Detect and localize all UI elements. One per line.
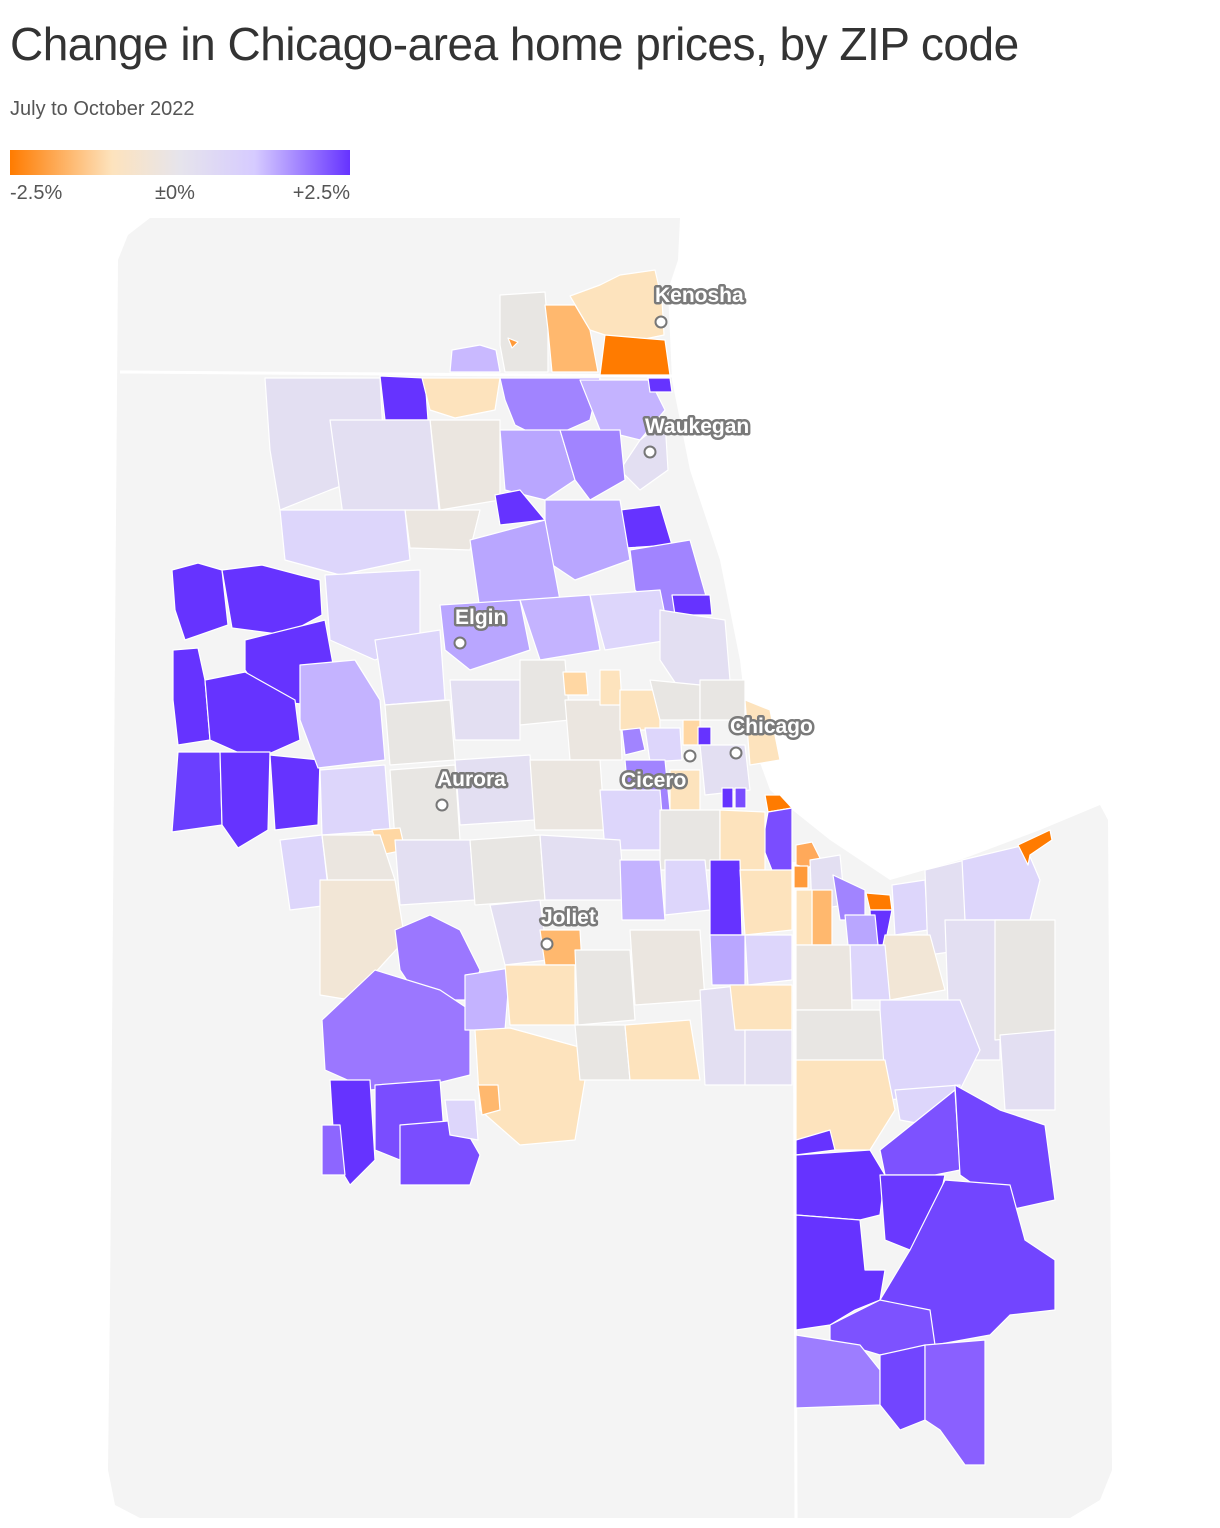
- svg-text:Aurora: Aurora: [437, 768, 506, 791]
- city-marker-chicago[interactable]: Chicago: [728, 713, 815, 760]
- zip-regions-central: [279, 589, 793, 986]
- page-title: Change in Chicago-area home prices, by Z…: [10, 18, 1019, 70]
- legend-gradient-bar: [10, 150, 350, 175]
- zip-regions-southwest: [319, 879, 793, 1186]
- city-markers: Kenosha Waukegan Elgin Chicago Cicero Au…: [435, 282, 815, 951]
- zip-regions-kenosha: [449, 269, 671, 376]
- legend-min-label: -2.5%: [10, 182, 63, 204]
- zip-regions-far-west: [171, 562, 421, 849]
- zip-regions-indiana-north: [793, 829, 1056, 1151]
- zip-regions-north: [264, 375, 713, 616]
- color-legend: -2.5% ±0% +2.5%: [10, 150, 350, 208]
- legend-max-label: +2.5%: [292, 182, 350, 204]
- city-marker-elgin[interactable]: Elgin: [453, 604, 509, 650]
- city-marker-kenosha[interactable]: Kenosha: [653, 282, 747, 329]
- svg-text:Kenosha: Kenosha: [655, 284, 744, 307]
- city-marker-cicero[interactable]: Cicero: [619, 749, 697, 795]
- svg-text:Elgin: Elgin: [455, 606, 506, 629]
- city-marker-joliet[interactable]: Joliet: [539, 904, 598, 951]
- svg-text:Chicago: Chicago: [730, 715, 813, 738]
- zip-regions-indiana-south: [795, 1084, 1056, 1466]
- svg-text:Waukegan: Waukegan: [645, 415, 749, 438]
- svg-text:Joliet: Joliet: [541, 906, 596, 929]
- svg-text:Cicero: Cicero: [621, 769, 686, 792]
- legend-mid-label: ±0%: [155, 182, 195, 204]
- subtitle: July to October 2022: [10, 98, 195, 120]
- city-marker-aurora[interactable]: Aurora: [435, 766, 509, 812]
- city-marker-waukegan[interactable]: Waukegan: [643, 413, 752, 459]
